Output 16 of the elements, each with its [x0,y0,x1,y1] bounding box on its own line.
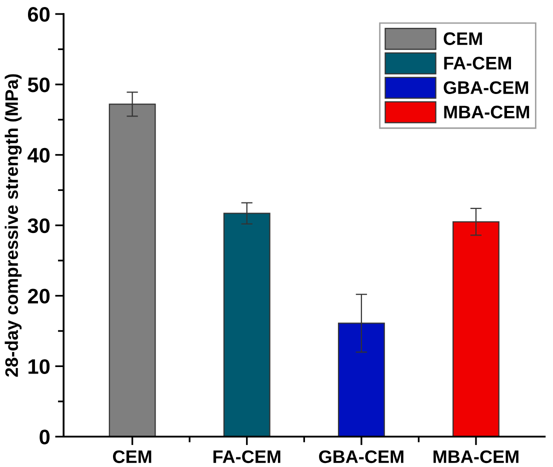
y-tick-label: 30 [28,218,50,234]
y-tick-label: 40 [28,148,50,163]
y-tick-label: 50 [28,77,50,92]
x-tick-label: CEM [113,450,152,464]
legend-label: MBA-CEM [444,106,530,118]
legend-label: GBA-CEM [444,81,528,94]
x-tick-label: FA-CEM [213,450,280,464]
legend-label: CEM [444,32,482,46]
y-tick-label: 60 [28,7,50,22]
y-tick-label: 10 [28,359,50,374]
y-axis-title: 28-day compressive strength (MPa) [4,74,22,377]
y-tick-label: 0 [40,430,50,444]
legend-label: FA-CEM [444,56,512,70]
x-tick-label: MBA-CEM [434,450,518,464]
x-tick-label: GBA-CEM [319,450,404,464]
y-tick-label: 20 [28,288,50,304]
